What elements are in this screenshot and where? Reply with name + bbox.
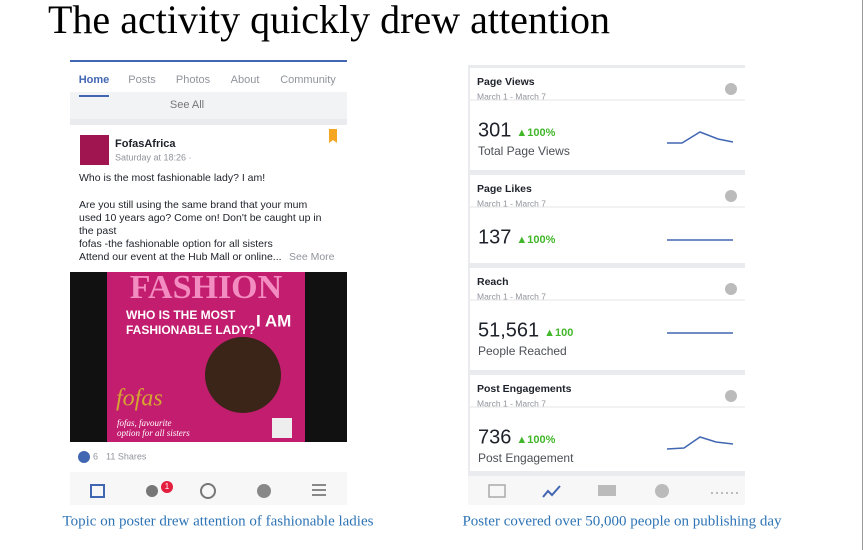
card-label: Post Engagement bbox=[478, 451, 574, 465]
tab[interactable]: Home bbox=[79, 74, 110, 86]
author[interactable]: FofasAfrica bbox=[115, 138, 176, 150]
slide-title: The activity quickly drew attention bbox=[48, 0, 610, 42]
sparkline bbox=[667, 131, 734, 144]
nav-icon[interactable] bbox=[598, 485, 616, 496]
post-text: fofas -the fashionable option for all si… bbox=[79, 238, 273, 250]
card-label: Total Page Views bbox=[478, 144, 570, 158]
badge-count: 1 bbox=[165, 482, 170, 491]
card-value: 51,561 bbox=[478, 319, 539, 341]
tab-underline bbox=[79, 95, 109, 97]
caption: Poster covered over 50,000 people on pub… bbox=[462, 513, 782, 529]
card-value: 137 bbox=[478, 226, 511, 248]
card-value: 736 bbox=[478, 426, 511, 448]
poster-question-1: WHO IS THE MOST bbox=[126, 308, 236, 322]
poster-slogan-1: fofas, favourite bbox=[117, 418, 172, 428]
nav-menu[interactable] bbox=[312, 484, 326, 496]
card-title: Post Engagements bbox=[477, 383, 572, 395]
reaction-count: 6 bbox=[93, 451, 98, 461]
card-label: People Reached bbox=[478, 344, 567, 358]
tab[interactable]: About bbox=[231, 74, 260, 86]
card-dates: March 1 - March 7 bbox=[477, 398, 546, 408]
post-text: used 10 years ago? Come on! Don't be cau… bbox=[79, 212, 322, 224]
nav-home[interactable] bbox=[90, 484, 105, 498]
tab[interactable]: Community bbox=[280, 74, 336, 86]
qr-code bbox=[272, 418, 292, 438]
bookmark bbox=[329, 129, 337, 143]
nav-globe[interactable] bbox=[257, 484, 271, 498]
poster-slogan-2: option for all sisters bbox=[117, 428, 190, 438]
card-change: ▲100% bbox=[516, 234, 555, 246]
card-dates: March 1 - March 7 bbox=[477, 91, 546, 101]
nav-insights[interactable] bbox=[542, 485, 561, 498]
see-all-bar bbox=[70, 92, 347, 119]
card-title: Page Likes bbox=[477, 183, 532, 195]
post-text: Who is the most fashionable lady? I am! bbox=[79, 172, 265, 184]
poster-headline: FASHION bbox=[130, 269, 283, 306]
card-change: ▲100 bbox=[544, 327, 573, 339]
card-dates: March 1 - March 7 bbox=[477, 198, 546, 208]
top-bar bbox=[70, 60, 347, 62]
card-title: Page Views bbox=[477, 76, 535, 88]
card-dates: March 1 - March 7 bbox=[477, 291, 546, 301]
info-icon[interactable] bbox=[725, 283, 737, 295]
post-time: Saturday at 18:26 · bbox=[115, 152, 192, 162]
info-icon[interactable] bbox=[725, 83, 737, 95]
nav-icon[interactable] bbox=[488, 484, 506, 498]
card bbox=[470, 268, 745, 370]
tab[interactable]: Posts bbox=[128, 74, 156, 86]
card bbox=[470, 375, 745, 471]
avatar bbox=[80, 135, 109, 165]
tab[interactable]: Photos bbox=[176, 74, 211, 86]
post-text: Attend our event at the Hub Mall or onli… bbox=[79, 251, 282, 263]
poster-brand: fofas bbox=[116, 386, 163, 412]
card-change: ▲100% bbox=[516, 434, 555, 446]
nav-bar bbox=[70, 472, 347, 505]
like-icon bbox=[78, 451, 90, 463]
card bbox=[470, 68, 745, 170]
badge bbox=[161, 481, 173, 493]
info-icon[interactable] bbox=[725, 190, 737, 202]
post-text: the past bbox=[79, 225, 116, 237]
reaction-bar bbox=[70, 442, 347, 472]
nav-friends[interactable] bbox=[146, 485, 158, 497]
card-value: 301 bbox=[478, 119, 511, 141]
poster-question-2: FASHIONABLE LADY? bbox=[126, 323, 255, 337]
info-icon[interactable] bbox=[725, 390, 737, 402]
share-count[interactable]: 11 Shares bbox=[106, 451, 147, 461]
see-all[interactable]: See All bbox=[170, 99, 204, 111]
divider bbox=[70, 119, 347, 125]
post-text: Are you still using the same brand that … bbox=[79, 199, 307, 211]
nav-messenger[interactable] bbox=[200, 483, 216, 499]
left-screenshot: Home Posts Photos About Community See All Fo… bbox=[70, 60, 347, 505]
poster-face bbox=[205, 337, 281, 413]
see-more[interactable]: See More bbox=[289, 251, 335, 263]
card bbox=[470, 175, 745, 263]
card-title: Reach bbox=[477, 276, 509, 288]
sparkline bbox=[666, 436, 734, 450]
nav-icon[interactable] bbox=[655, 484, 669, 498]
caption: Topic on poster drew attention of fashio… bbox=[63, 513, 374, 529]
right-screenshot: Page Views March 1 - March 7 301 ▲100% Total… bbox=[468, 65, 745, 505]
card-change: ▲100% bbox=[516, 127, 555, 139]
poster-answer: I AM bbox=[256, 311, 291, 330]
